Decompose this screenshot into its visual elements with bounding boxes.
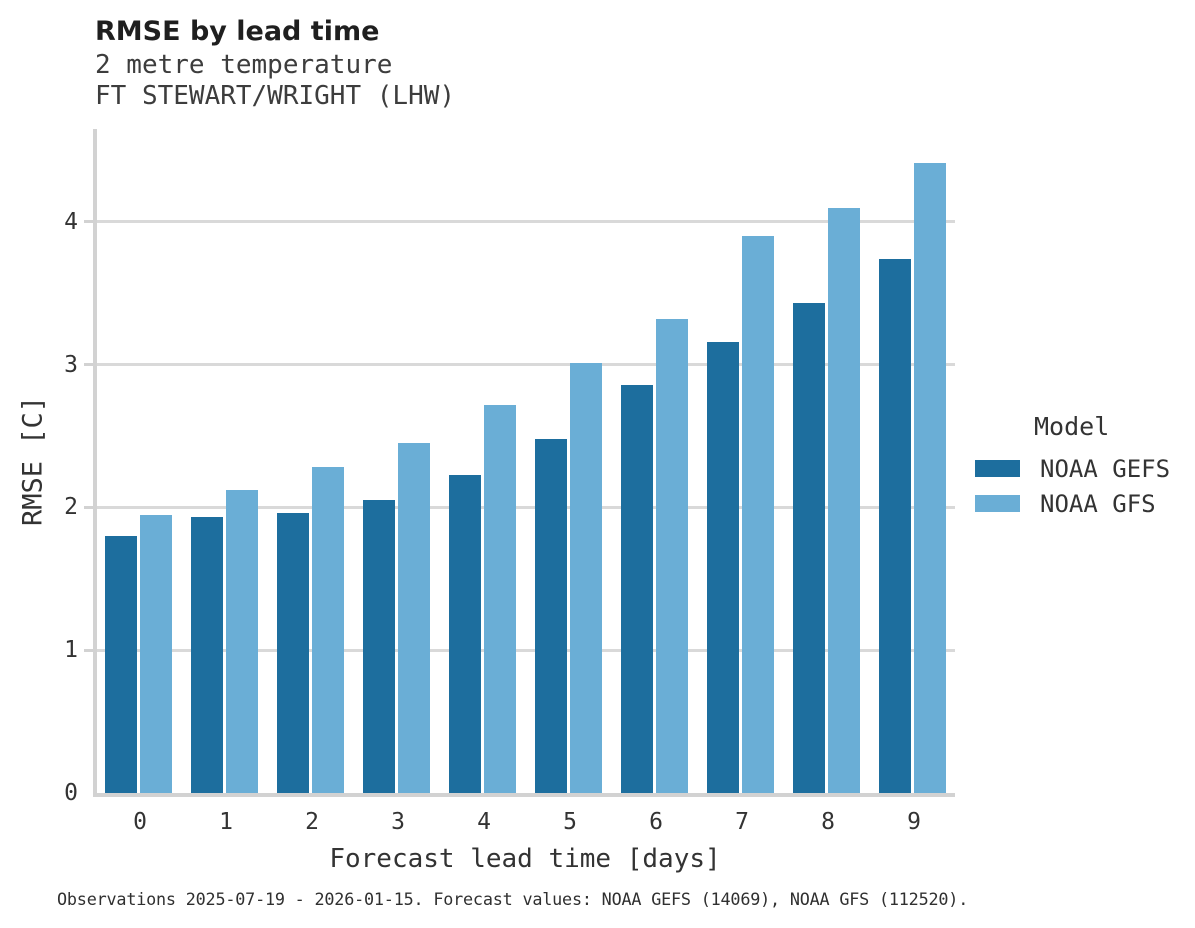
legend-swatch-noaa-gefs xyxy=(975,460,1020,477)
bar-noaa-gefs xyxy=(535,438,567,793)
gridline xyxy=(97,363,955,367)
x-tick-label: 8 xyxy=(821,809,835,835)
bar-noaa-gefs xyxy=(707,341,739,793)
x-tick-label: 2 xyxy=(305,809,319,835)
legend-item-label: NOAA GEFS xyxy=(1040,454,1171,483)
y-tick-mark xyxy=(84,505,93,509)
y-tick-mark xyxy=(84,220,93,224)
x-axis-title: Forecast lead time [days] xyxy=(329,844,721,874)
legend: Model NOAA GEFS NOAA GFS xyxy=(975,412,1190,521)
bar-noaa-gefs xyxy=(879,258,911,793)
gridline xyxy=(97,505,955,509)
bar-noaa-gfs xyxy=(484,404,516,793)
x-tick-label: 9 xyxy=(907,809,921,835)
bar-noaa-gfs xyxy=(226,490,258,793)
bar-noaa-gfs xyxy=(312,467,344,793)
x-tick-label: 4 xyxy=(477,809,491,835)
bar-noaa-gfs xyxy=(398,443,430,793)
x-tick-label: 7 xyxy=(735,809,749,835)
x-tick-label: 3 xyxy=(391,809,405,835)
bar-noaa-gfs xyxy=(656,318,688,793)
gridline xyxy=(97,648,955,652)
bar-noaa-gfs xyxy=(828,207,860,793)
bar-noaa-gefs xyxy=(191,517,223,793)
x-tick-label: 6 xyxy=(649,809,663,835)
bar-noaa-gefs xyxy=(793,303,825,793)
subtitle-station: FT STEWART/WRIGHT (LHW) xyxy=(95,81,456,111)
x-tick-label: 5 xyxy=(563,809,577,835)
bar-noaa-gefs xyxy=(105,535,137,793)
bar-noaa-gfs xyxy=(570,363,602,793)
y-tick-mark xyxy=(84,648,93,652)
legend-item: NOAA GFS xyxy=(975,486,1190,521)
x-tick-label: 0 xyxy=(133,809,147,835)
legend-item-label: NOAA GFS xyxy=(1040,489,1156,518)
plot-area xyxy=(93,129,955,797)
gridline xyxy=(97,220,955,224)
x-tick-label: 1 xyxy=(219,809,233,835)
bar-noaa-gefs xyxy=(449,474,481,793)
y-tick-mark xyxy=(84,363,93,367)
y-tick-label: 2 xyxy=(64,494,78,521)
subtitle-variable: 2 metre temperature xyxy=(95,50,393,80)
bar-noaa-gefs xyxy=(621,384,653,793)
y-tick-label: 0 xyxy=(64,780,78,806)
bar-noaa-gfs xyxy=(140,514,172,793)
legend-title: Model xyxy=(1034,412,1110,441)
legend-swatch-noaa-gfs xyxy=(975,495,1020,512)
page-title: RMSE by lead time xyxy=(95,16,380,47)
bar-noaa-gefs xyxy=(277,513,309,793)
y-tick-label: 1 xyxy=(64,637,78,664)
y-tick-label: 3 xyxy=(64,351,78,378)
y-tick-label: 4 xyxy=(64,208,78,235)
bar-noaa-gfs xyxy=(742,236,774,793)
chart-caption: Observations 2025-07-19 - 2026-01-15. Fo… xyxy=(57,889,969,909)
legend-item: NOAA GEFS xyxy=(975,451,1190,486)
bar-noaa-gfs xyxy=(914,163,946,793)
bar-noaa-gefs xyxy=(363,500,395,793)
legend-items: NOAA GEFS NOAA GFS xyxy=(975,451,1190,521)
